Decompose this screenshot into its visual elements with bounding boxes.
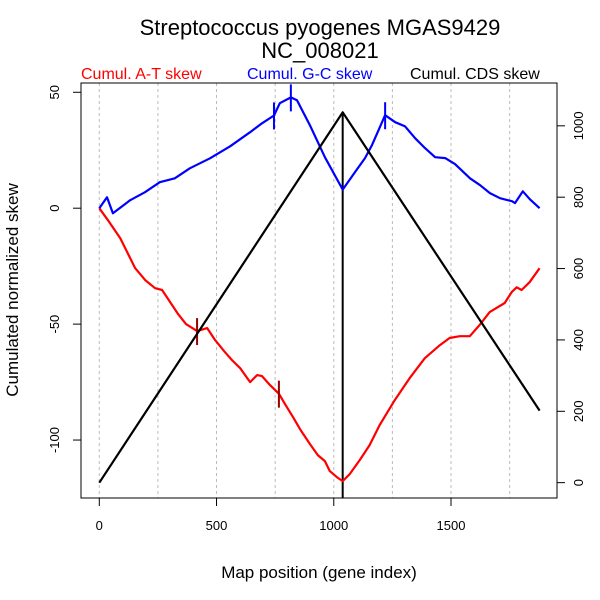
plot-frame — [80, 82, 558, 499]
legend-gc-skew: Cumul. G-C skew — [247, 66, 373, 83]
x-axis-label: Map position (gene index) — [221, 563, 417, 582]
chart-title: Streptococcus pyogenes MGAS9429 — [140, 15, 501, 40]
y-left-tick-label: -50 — [47, 315, 62, 334]
y-right-tick-label: 400 — [571, 329, 586, 351]
at-skew-line — [98, 207, 541, 483]
y-right-tick-label: 800 — [571, 186, 586, 208]
x-tick-label: 1500 — [437, 518, 466, 533]
x-tick-label: 0 — [96, 518, 103, 533]
y-right-tick-label: 1000 — [571, 111, 586, 140]
y-axis-label: Cumulated normalized skew — [3, 183, 22, 397]
x-tick-label: 1000 — [319, 518, 348, 533]
x-tick-label: 500 — [206, 518, 228, 533]
y-axis-left: 50 0 -50 -100 — [47, 85, 81, 453]
cds-skew-line — [98, 111, 541, 484]
y-left-tick-label: -100 — [47, 427, 62, 453]
series-layer — [98, 84, 541, 498]
y-right-tick-label: 600 — [571, 258, 586, 280]
y-left-tick-label: 0 — [47, 205, 62, 212]
chart-subtitle: NC_008021 — [261, 38, 378, 63]
y-left-tick-label: 50 — [47, 85, 62, 99]
legend-cds-skew: Cumul. CDS skew — [410, 66, 540, 83]
gc-skew-line — [98, 96, 541, 215]
y-right-tick-label: 200 — [571, 400, 586, 422]
legend-at-skew: Cumul. A-T skew — [81, 66, 202, 83]
y-right-tick-label: 0 — [571, 479, 586, 486]
y-axis-right: 0 200 400 600 800 1000 — [557, 111, 586, 486]
x-axis: 0 500 1000 1500 — [96, 498, 466, 533]
